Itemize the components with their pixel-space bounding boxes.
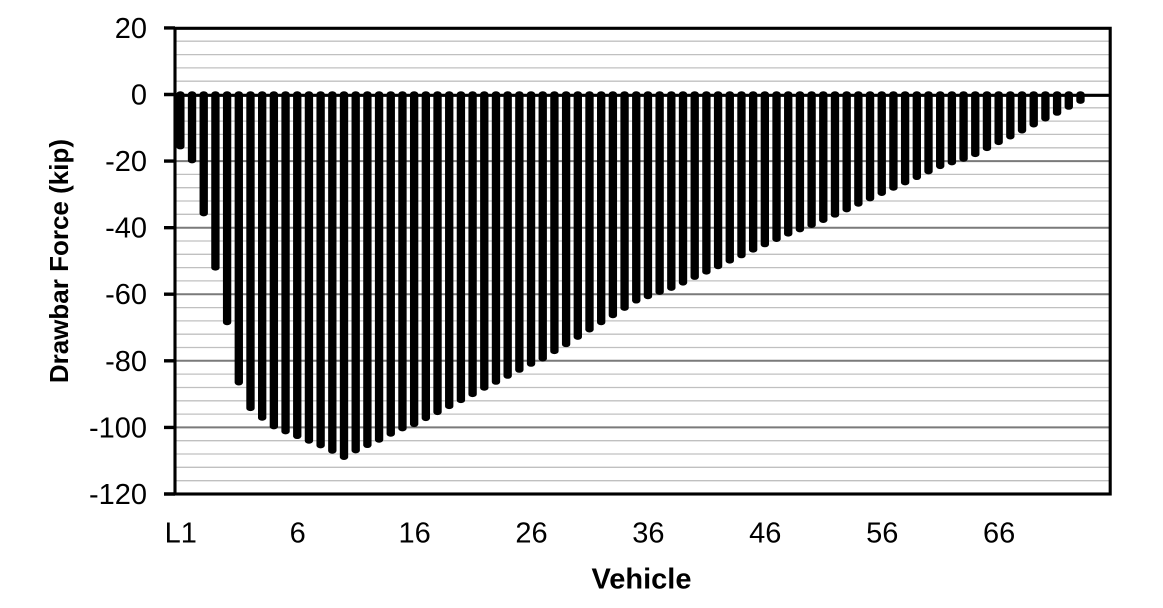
svg-text:-20: -20 [105,146,147,178]
svg-text:46: 46 [749,518,781,550]
svg-text:6: 6 [290,518,306,550]
svg-text:-120: -120 [89,479,147,511]
svg-text:-60: -60 [105,279,147,311]
svg-text:0: 0 [131,80,147,112]
svg-text:56: 56 [866,518,898,550]
svg-text:-80: -80 [105,346,147,378]
svg-text:-40: -40 [105,213,147,245]
svg-text:16: 16 [398,518,430,550]
svg-text:66: 66 [983,518,1015,550]
svg-text:36: 36 [632,518,664,550]
svg-text:20: 20 [115,13,147,45]
svg-text:Drawbar Force (kip): Drawbar Force (kip) [44,139,74,383]
svg-text:-100: -100 [89,412,147,444]
svg-text:Vehicle: Vehicle [592,564,692,596]
svg-text:L1: L1 [165,518,197,550]
svg-text:26: 26 [515,518,547,550]
